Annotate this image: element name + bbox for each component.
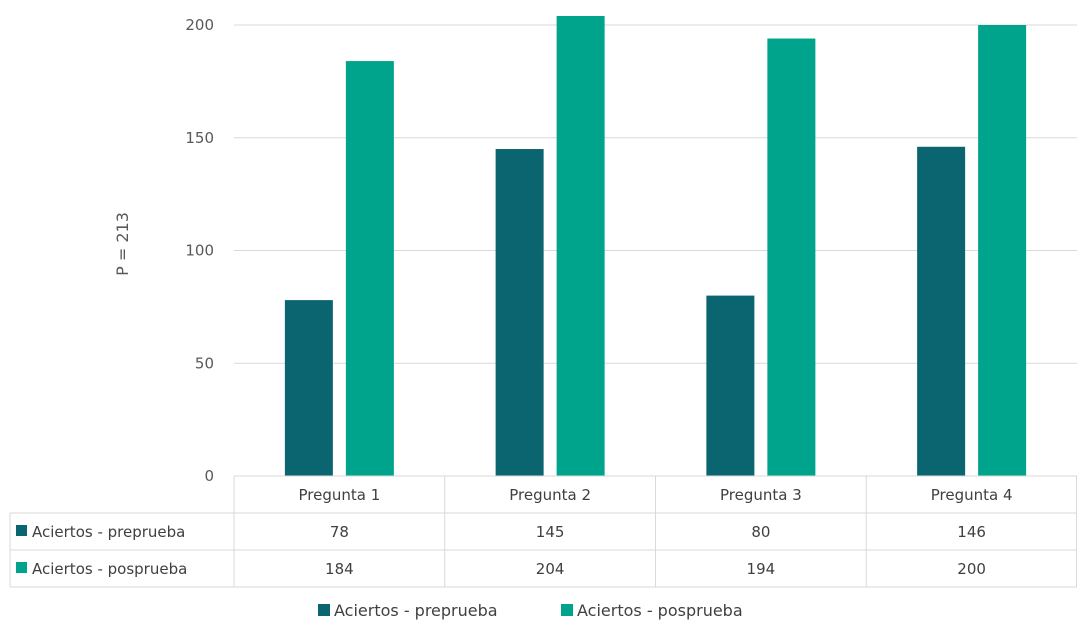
table-value: 146 bbox=[957, 523, 986, 541]
bar-posprueba bbox=[345, 61, 394, 477]
bar-posprueba bbox=[556, 16, 605, 476]
table-series-name: Aciertos - posprueba bbox=[32, 560, 187, 578]
legend-swatch bbox=[318, 604, 330, 616]
table-value: 200 bbox=[957, 560, 986, 578]
table-value: 80 bbox=[751, 523, 770, 541]
y-tick-label: 50 bbox=[195, 354, 214, 372]
table-value: 194 bbox=[747, 560, 776, 578]
y-axis-label: P = 213 bbox=[113, 212, 132, 276]
data-table: Pregunta 1 Pregunta 2 Pregunta 3 Pregunta 4… bbox=[9, 475, 1077, 588]
bar-posprueba bbox=[978, 25, 1027, 476]
table-series-name: Aciertos - preprueba bbox=[32, 523, 185, 541]
table-legend-swatch bbox=[16, 525, 27, 536]
table-value: 204 bbox=[536, 560, 565, 578]
legend-label: Aciertos - preprueba bbox=[334, 601, 498, 620]
bars bbox=[284, 16, 1027, 477]
table-legend-swatch bbox=[16, 562, 27, 573]
table-value: 78 bbox=[330, 523, 349, 541]
y-tick-label: 200 bbox=[185, 16, 214, 34]
y-tick-label: 150 bbox=[185, 129, 214, 147]
bar-preprueba bbox=[706, 295, 755, 476]
bar-preprueba bbox=[917, 146, 966, 476]
bar-posprueba bbox=[767, 38, 816, 476]
legend-swatch bbox=[561, 604, 573, 616]
table-value: 184 bbox=[325, 560, 354, 578]
bar-preprueba bbox=[284, 300, 333, 476]
y-tick-label: 0 bbox=[204, 467, 214, 485]
y-tick-labels: 0 50 100 150 200 bbox=[185, 16, 214, 485]
category-label: Pregunta 2 bbox=[509, 486, 591, 504]
bar-preprueba bbox=[495, 149, 544, 476]
category-label: Pregunta 1 bbox=[298, 486, 380, 504]
category-label: Pregunta 3 bbox=[720, 486, 802, 504]
category-label: Pregunta 4 bbox=[931, 486, 1013, 504]
legend: Aciertos - preprueba Aciertos - posprueba bbox=[318, 601, 743, 620]
y-tick-label: 100 bbox=[185, 242, 214, 260]
legend-label: Aciertos - posprueba bbox=[577, 601, 743, 620]
table-value: 145 bbox=[536, 523, 565, 541]
